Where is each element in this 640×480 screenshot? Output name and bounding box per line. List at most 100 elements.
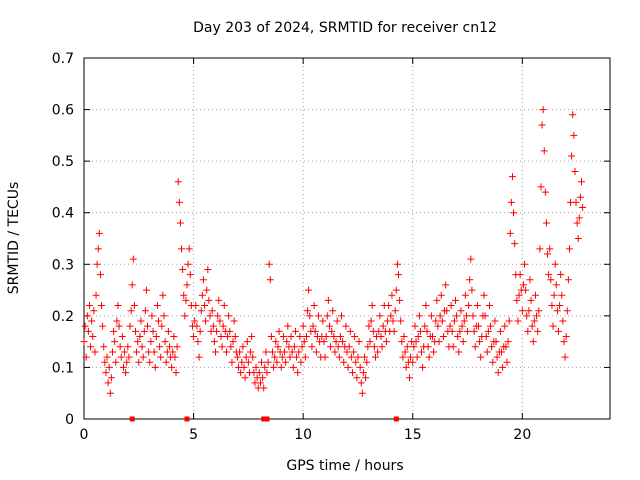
data-point <box>141 307 149 315</box>
data-point <box>554 327 562 335</box>
data-point <box>312 348 320 356</box>
data-point <box>397 317 405 325</box>
data-point <box>368 302 376 310</box>
data-point <box>328 327 336 335</box>
data-point <box>376 312 384 320</box>
data-point <box>534 327 542 335</box>
data-point <box>117 353 125 361</box>
data-point <box>350 348 358 356</box>
data-point <box>135 358 143 366</box>
data-point <box>92 291 100 299</box>
data-point <box>265 260 273 268</box>
data-point <box>88 317 96 325</box>
data-point <box>133 348 141 356</box>
data-point <box>421 322 429 330</box>
data-point <box>90 307 98 315</box>
data-point <box>367 317 375 325</box>
data-point <box>480 291 488 299</box>
data-point <box>401 348 409 356</box>
data-point <box>461 291 469 299</box>
data-point <box>283 338 291 346</box>
data-point <box>203 286 211 294</box>
data-point <box>273 358 281 366</box>
data-point <box>279 332 287 340</box>
data-point <box>459 338 467 346</box>
data-point <box>548 302 556 310</box>
data-point <box>267 332 275 340</box>
data-point <box>323 312 331 320</box>
data-point <box>193 322 201 330</box>
data-point <box>179 265 187 273</box>
data-point <box>563 307 571 315</box>
data-point <box>561 353 569 361</box>
data-points <box>80 106 587 397</box>
data-point <box>124 343 132 351</box>
data-point <box>239 343 247 351</box>
data-point <box>333 317 341 325</box>
data-point <box>482 332 490 340</box>
data-point <box>110 327 118 335</box>
data-point <box>556 302 564 310</box>
data-point <box>284 322 292 330</box>
data-point <box>80 338 88 346</box>
axis-ticks <box>83 57 610 420</box>
data-point <box>140 327 148 335</box>
data-point <box>205 296 213 304</box>
data-point <box>336 332 344 340</box>
data-point <box>173 343 181 351</box>
data-point <box>427 312 435 320</box>
tick-labels: 0 0.1 0.2 0.3 0.4 0.5 0.6 0.7 0 5 10 15 20 <box>52 51 532 443</box>
data-point <box>248 332 256 340</box>
data-point <box>388 291 396 299</box>
data-point <box>87 343 95 351</box>
data-point <box>94 245 102 253</box>
data-point <box>392 286 400 294</box>
data-point <box>396 296 404 304</box>
zero-markers <box>129 416 399 422</box>
data-point <box>162 358 170 366</box>
data-point <box>330 332 338 340</box>
data-point <box>553 307 561 315</box>
data-point <box>198 291 206 299</box>
data-point <box>99 322 107 330</box>
data-point <box>442 281 450 289</box>
data-point <box>165 343 173 351</box>
data-point <box>151 363 159 371</box>
data-point <box>379 322 387 330</box>
data-point <box>572 198 580 206</box>
data-point <box>126 322 134 330</box>
data-point <box>423 327 431 335</box>
data-point <box>405 374 413 382</box>
y-tick-label: 0.4 <box>52 206 74 222</box>
y-tick-label: 0 <box>65 412 74 428</box>
y-axis-label: SRMTID / TECUs <box>6 182 22 295</box>
data-point <box>308 343 316 351</box>
data-point <box>236 348 244 356</box>
data-point <box>491 317 499 325</box>
data-point <box>81 322 89 330</box>
data-point <box>438 317 446 325</box>
data-point <box>413 353 421 361</box>
data-point <box>322 332 330 340</box>
data-point <box>170 332 178 340</box>
data-point <box>233 353 241 361</box>
data-point <box>516 271 524 279</box>
data-point <box>296 332 304 340</box>
data-point <box>310 302 318 310</box>
data-point <box>456 327 464 335</box>
data-point <box>569 111 577 119</box>
data-point <box>168 363 176 371</box>
data-point <box>560 338 568 346</box>
y-tick-label: 0.1 <box>52 360 74 376</box>
data-point <box>89 332 97 340</box>
data-point <box>184 260 192 268</box>
data-point <box>499 363 507 371</box>
data-point <box>533 312 541 320</box>
data-point <box>157 353 165 361</box>
data-point <box>471 343 479 351</box>
data-point <box>382 338 390 346</box>
data-point <box>288 348 296 356</box>
x-tick-label: 10 <box>294 427 312 443</box>
data-point <box>218 343 226 351</box>
data-point <box>339 338 347 346</box>
